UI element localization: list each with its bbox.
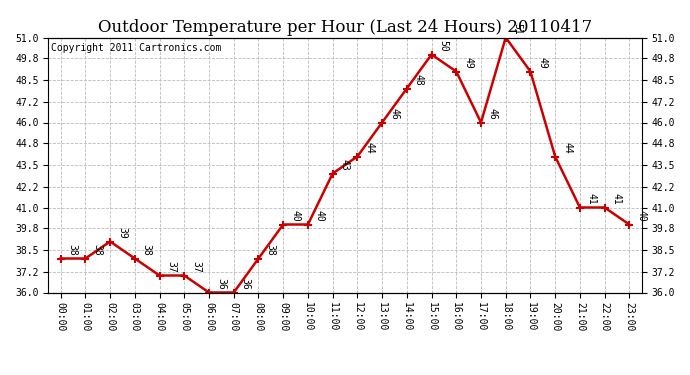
Text: 51: 51 xyxy=(513,23,522,35)
Text: 40: 40 xyxy=(315,210,325,222)
Text: 48: 48 xyxy=(414,74,424,86)
Text: 41: 41 xyxy=(586,193,597,205)
Text: 39: 39 xyxy=(117,227,127,239)
Text: 38: 38 xyxy=(92,244,102,256)
Text: 46: 46 xyxy=(488,108,498,120)
Text: 50: 50 xyxy=(438,40,449,52)
Text: 44: 44 xyxy=(562,142,572,154)
Text: 36: 36 xyxy=(216,278,226,290)
Title: Outdoor Temperature per Hour (Last 24 Hours) 20110417: Outdoor Temperature per Hour (Last 24 Ho… xyxy=(98,19,592,36)
Text: 44: 44 xyxy=(364,142,374,154)
Text: 49: 49 xyxy=(538,57,547,69)
Text: 38: 38 xyxy=(266,244,275,256)
Text: 38: 38 xyxy=(141,244,152,256)
Text: 37: 37 xyxy=(166,261,177,273)
Text: 37: 37 xyxy=(191,261,201,273)
Text: 41: 41 xyxy=(611,193,622,205)
Text: Copyright 2011 Cartronics.com: Copyright 2011 Cartronics.com xyxy=(51,43,221,52)
Text: 40: 40 xyxy=(290,210,300,222)
Text: 49: 49 xyxy=(463,57,473,69)
Text: 38: 38 xyxy=(68,244,77,256)
Text: 36: 36 xyxy=(241,278,250,290)
Text: 46: 46 xyxy=(389,108,399,120)
Text: 40: 40 xyxy=(636,210,647,222)
Text: 43: 43 xyxy=(339,159,350,171)
